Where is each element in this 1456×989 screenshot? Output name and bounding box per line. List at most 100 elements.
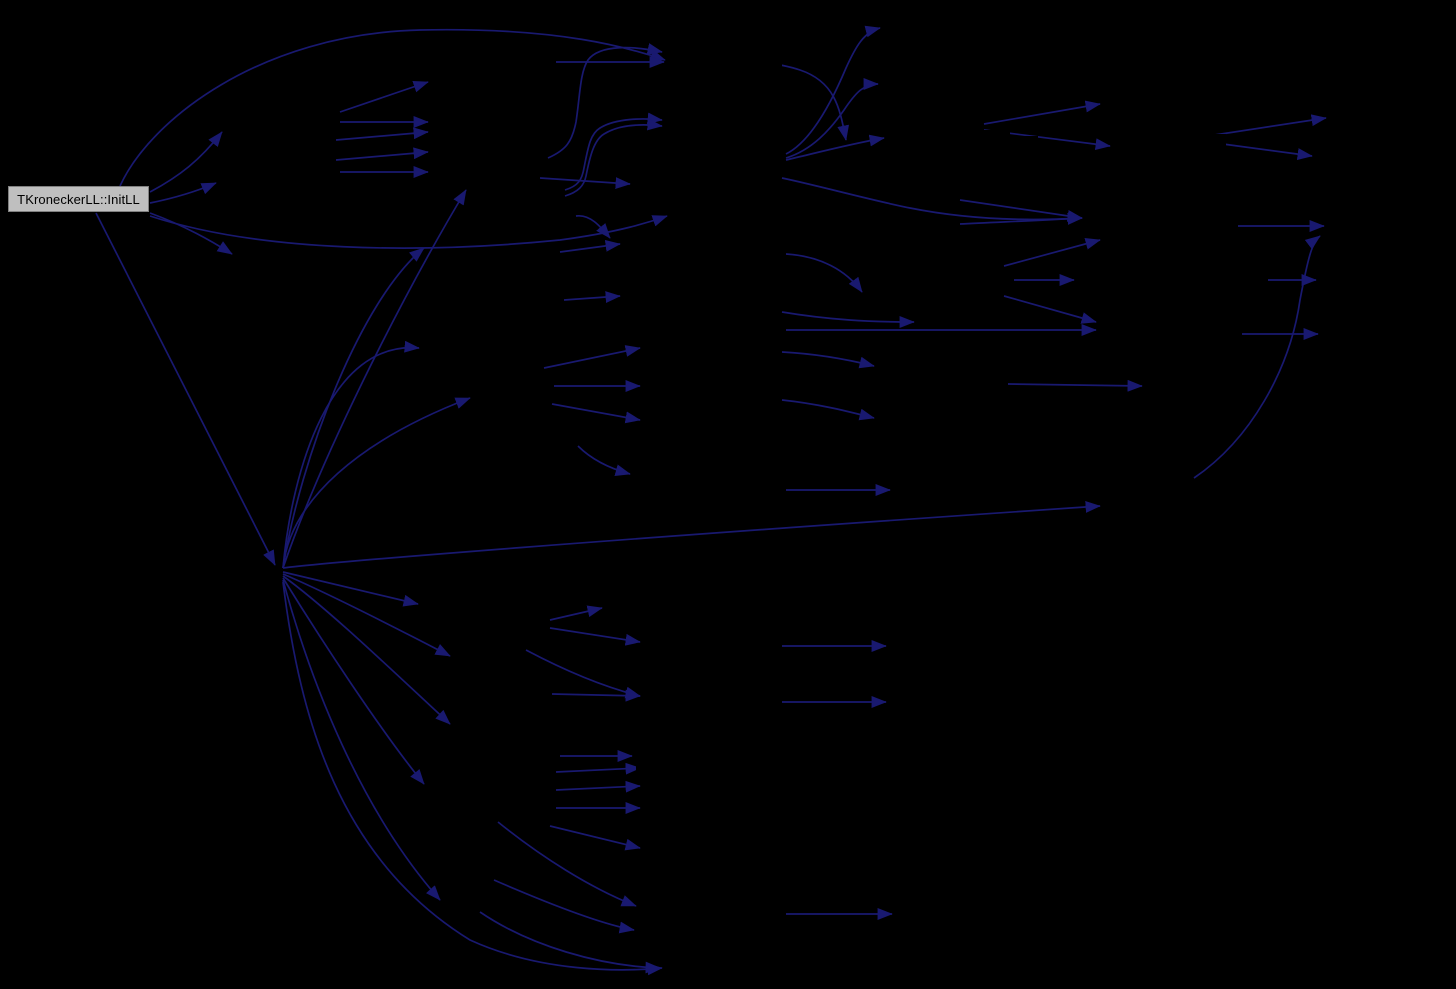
graph-edge (539, 177, 631, 189)
graph-edge (282, 189, 467, 569)
graph-node[interactable] (890, 82, 1000, 104)
graph-edge (479, 911, 661, 974)
graph-node[interactable] (1332, 110, 1442, 132)
graph-edge (95, 212, 276, 566)
graph-edge (549, 605, 603, 621)
graph-node[interactable] (1326, 324, 1436, 346)
graph-node[interactable] (900, 482, 1010, 504)
graph-node[interactable] (640, 466, 750, 488)
graph-node[interactable] (1108, 96, 1218, 118)
graph-edge (493, 879, 635, 934)
graph-edge (335, 127, 429, 141)
graph-node[interactable] (636, 172, 746, 194)
graph-edge (282, 573, 451, 657)
graph-edge (555, 762, 641, 775)
graph-edge (781, 177, 1083, 225)
graph-node[interactable] (890, 638, 1000, 660)
graph-node[interactable] (1330, 244, 1440, 266)
graph-node[interactable] (636, 748, 746, 770)
graph-node[interactable] (672, 52, 782, 74)
graph-node[interactable] (1322, 270, 1432, 292)
node-label: TKroneckerLL::InitLL (17, 191, 140, 207)
graph-node[interactable] (880, 292, 990, 314)
graph-edge (781, 399, 875, 421)
graph-edge (563, 291, 621, 303)
graph-edge (282, 581, 663, 976)
graph-node[interactable] (1112, 496, 1222, 518)
graph-edge (547, 43, 663, 159)
graph-node[interactable] (890, 692, 1000, 714)
graph-edge (577, 445, 631, 476)
node-tkroneckerll-initll[interactable]: TKroneckerLL::InitLL (8, 186, 149, 212)
graph-node[interactable] (650, 770, 760, 792)
graph-edge (549, 825, 641, 851)
graph-node[interactable] (652, 376, 762, 398)
graph-edge (983, 100, 1101, 125)
graph-node[interactable] (880, 360, 990, 382)
graph-node[interactable] (1078, 270, 1188, 292)
graph-edge (543, 345, 641, 369)
graph-node[interactable] (646, 338, 756, 360)
graph-edge (564, 112, 663, 191)
graph-edge (149, 131, 223, 193)
graph-edge (282, 575, 451, 725)
graph-edge (282, 501, 1101, 569)
graph-node[interactable] (646, 800, 756, 822)
graph-edge (785, 78, 879, 159)
graph-node[interactable] (624, 232, 734, 254)
graph-node[interactable] (652, 412, 762, 434)
graph-edge (781, 351, 875, 369)
graph-edge (551, 403, 641, 424)
graph-node[interactable] (1148, 378, 1258, 400)
graph-edge (339, 81, 429, 113)
graph-node[interactable] (1116, 134, 1226, 156)
graph-edge (959, 199, 1083, 222)
graph-edge (564, 118, 663, 197)
graph-edge (149, 182, 217, 204)
graph-node[interactable] (896, 22, 1006, 44)
graph-edge (1193, 235, 1321, 479)
graph-edge (785, 253, 863, 293)
graph-edge (551, 689, 641, 702)
graph-edge (282, 579, 441, 901)
graph-edge (559, 240, 621, 253)
graph-edge (1207, 114, 1327, 137)
graph-node[interactable] (1108, 234, 1218, 256)
graph-node[interactable] (652, 684, 762, 706)
graph-node[interactable] (880, 412, 990, 434)
graph-node[interactable] (652, 632, 762, 654)
graph-node[interactable] (604, 598, 714, 620)
graph-node[interactable] (640, 902, 750, 924)
graph-edge (575, 215, 611, 239)
graph-edge (785, 134, 885, 161)
graph-node[interactable] (672, 122, 782, 144)
graph-edge (282, 571, 419, 607)
graph-node[interactable] (1320, 148, 1430, 170)
graph-edge (335, 147, 429, 161)
graph-node[interactable] (624, 286, 734, 308)
graph-edge (149, 212, 233, 255)
graph-node[interactable] (648, 840, 758, 862)
graph-edge (785, 25, 881, 155)
graph-edge (282, 340, 420, 569)
graph-edge (149, 215, 668, 249)
graph-edge (282, 577, 425, 785)
graph-node[interactable] (1096, 210, 1206, 232)
graph-edge (282, 397, 471, 569)
graph-edge (282, 247, 425, 569)
graph-edge (497, 821, 637, 907)
graph-edge (1003, 295, 1097, 324)
graph-node[interactable] (928, 136, 1038, 158)
graph-edge (1007, 379, 1143, 392)
graph-edge (781, 311, 915, 328)
graph-node[interactable] (900, 906, 1010, 928)
graph-node[interactable] (1100, 318, 1210, 340)
graph-node[interactable] (1332, 218, 1442, 240)
graph-edge (549, 627, 641, 646)
graph-node[interactable] (668, 960, 778, 982)
graph-edge (959, 212, 1083, 225)
graph-edge (119, 28, 666, 187)
graph-edge (1003, 238, 1101, 267)
graph-edge (525, 649, 641, 699)
